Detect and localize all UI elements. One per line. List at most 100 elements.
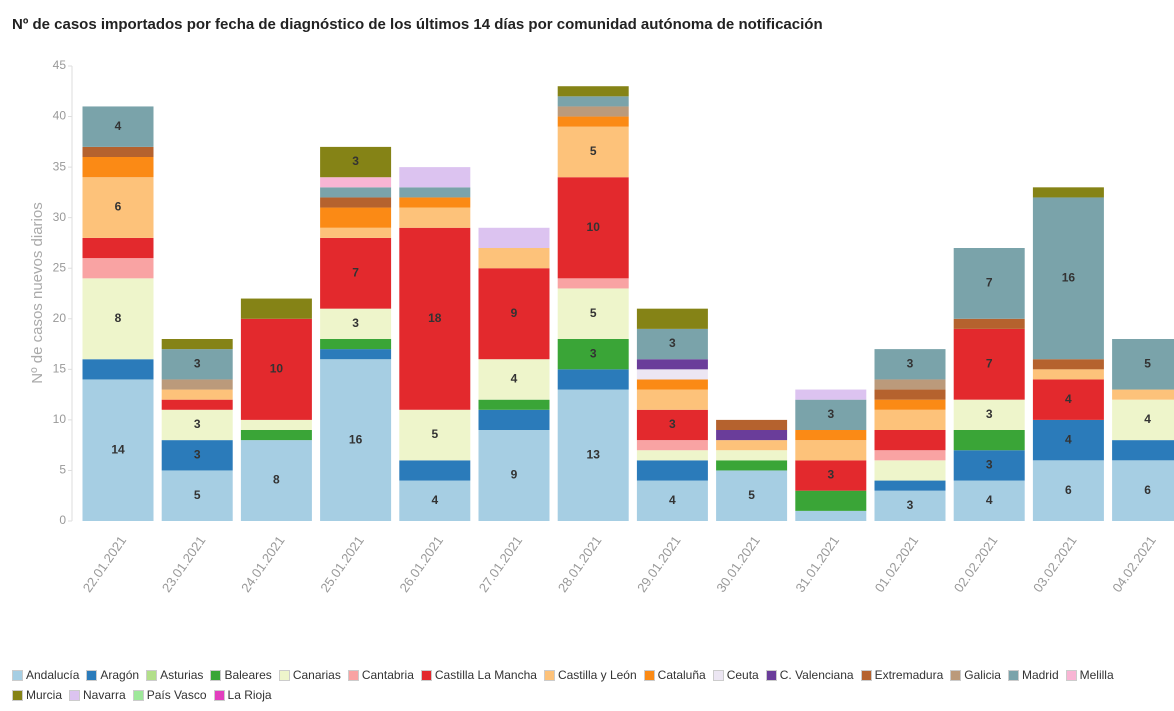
bar-segment (320, 359, 392, 521)
bar-segment (82, 106, 154, 147)
data-label: 18 (428, 311, 442, 325)
bar-segment (1032, 187, 1104, 198)
bar-segment (953, 318, 1025, 329)
legend-label: Castilla La Mancha (434, 668, 537, 682)
bar-segment (874, 379, 946, 390)
data-label: 3 (907, 498, 914, 512)
bar-segment (240, 298, 312, 319)
bar-segment (795, 440, 867, 461)
data-label: 3 (590, 346, 597, 360)
bar-segment (874, 409, 946, 430)
bar-segment (874, 389, 946, 400)
data-label: 3 (194, 417, 201, 431)
data-label: 4 (115, 119, 122, 133)
x-tick-label: 01.02.2021 (872, 533, 922, 595)
data-label: 5 (748, 488, 755, 502)
bar-segment (82, 379, 154, 521)
legend-label: País Vasco (146, 688, 207, 702)
data-label: 9 (511, 306, 518, 320)
legend-swatch (1065, 669, 1077, 681)
bar-segment (399, 167, 471, 188)
legend-item: Asturias (146, 668, 203, 682)
legend-swatch (420, 669, 432, 681)
data-label: 3 (194, 447, 201, 461)
data-label: 3 (352, 154, 359, 168)
legend-item: Castilla y León (543, 668, 637, 682)
y-tick-label: 25 (53, 260, 67, 274)
bar-segment (636, 369, 708, 380)
data-label: 8 (115, 311, 122, 325)
legend-item: Melilla (1065, 668, 1114, 682)
y-tick-label: 35 (53, 159, 67, 173)
y-tick-label: 30 (53, 210, 67, 224)
bar-segment (399, 187, 471, 198)
x-tick-label: 28.01.2021 (555, 533, 605, 595)
bar-segment (478, 409, 550, 430)
data-label: 4 (1065, 432, 1072, 446)
data-label: 4 (431, 493, 438, 507)
legend-swatch (12, 669, 23, 681)
bar-segment (161, 440, 233, 471)
y-tick-label: 0 (59, 513, 66, 527)
legend-swatch (543, 669, 555, 681)
legend-item: Navarra (69, 688, 126, 702)
y-tick-label: 5 (59, 463, 66, 477)
legend-swatch (1007, 669, 1019, 681)
legend-label: Ceuta (726, 668, 759, 682)
legend-swatch (860, 669, 872, 681)
legend: Andalucía Aragón Asturias Baleares Canarias C… (12, 668, 1172, 702)
legend-label: Andalucía (26, 668, 80, 682)
data-label: 8 (273, 473, 280, 487)
data-label: 7 (986, 276, 993, 290)
legend-label: Navarra (83, 688, 126, 702)
bar-segment (1032, 197, 1104, 360)
data-label: 4 (511, 372, 518, 386)
bar-segment (82, 157, 154, 178)
data-label: 5 (194, 488, 201, 502)
x-tick-label: 31.01.2021 (792, 533, 842, 595)
bar-segment (636, 409, 708, 441)
bar-segment (557, 177, 629, 279)
data-label: 4 (1065, 392, 1072, 406)
legend-item: La Rioja (213, 688, 272, 702)
bar-segment (636, 308, 708, 329)
bar-segment (240, 440, 312, 521)
bar-segment (874, 450, 946, 461)
bar-segment (399, 460, 471, 481)
bar-segment (636, 328, 708, 360)
bar-segment (795, 430, 867, 441)
x-tick-label: 27.01.2021 (476, 533, 526, 595)
bar-segment (320, 237, 392, 309)
legend-label: Galicia (964, 668, 1001, 682)
bar-segment (636, 480, 708, 521)
legend-label: Extremadura (874, 668, 944, 682)
bar-segment (1032, 369, 1104, 380)
bar-segment (320, 197, 392, 208)
bar-segment (399, 197, 471, 208)
y-tick-label: 20 (53, 311, 67, 325)
legend-label: Baleares (224, 668, 272, 682)
bar-segment (953, 430, 1025, 451)
bar-segment (320, 308, 392, 339)
legend-swatch (69, 689, 81, 701)
bar-segment (795, 399, 867, 430)
bar-segment (557, 339, 629, 370)
bar-segment (240, 419, 312, 430)
bar-segment (557, 389, 629, 521)
legend-swatch (347, 669, 359, 681)
bar-segment (716, 460, 788, 471)
legend-label: Melilla (1079, 668, 1114, 682)
data-label: 4 (1144, 412, 1151, 426)
legend-swatch (86, 669, 98, 681)
data-label: 3 (986, 458, 993, 472)
bar-segment (161, 399, 233, 410)
bar-segment (478, 399, 550, 410)
legend-item: Ceuta (712, 668, 759, 682)
legend-label: Aragón (100, 668, 140, 682)
y-tick-label: 45 (53, 58, 67, 72)
legend-item: Aragón (86, 668, 139, 682)
bar-segment (82, 278, 154, 360)
data-label: 3 (194, 356, 201, 370)
data-label: 4 (986, 493, 993, 507)
